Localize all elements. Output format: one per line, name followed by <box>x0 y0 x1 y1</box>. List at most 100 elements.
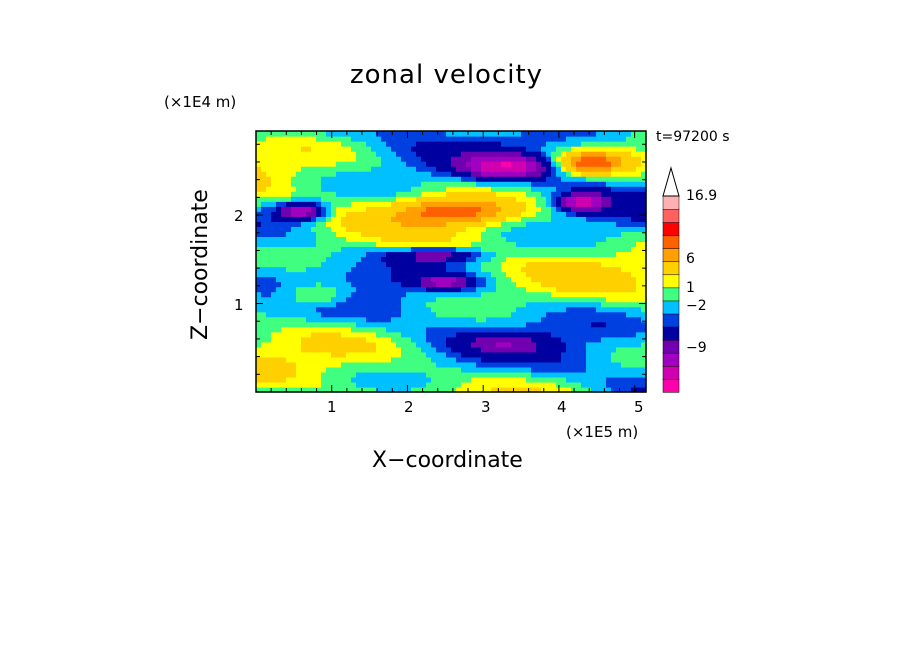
heatmap-cell <box>461 281 467 288</box>
heatmap-cell <box>481 306 487 313</box>
heatmap-cell <box>566 361 572 368</box>
heatmap-cell <box>616 291 622 298</box>
heatmap-cell <box>291 141 297 147</box>
heatmap-cell <box>486 341 492 348</box>
heatmap-cell <box>256 171 262 177</box>
heatmap-cell <box>441 306 447 313</box>
heatmap-cell <box>446 321 452 328</box>
heatmap-cell <box>396 286 402 293</box>
heatmap-cell <box>466 256 472 263</box>
heatmap-cell <box>481 156 487 162</box>
heatmap-cell <box>511 216 517 222</box>
heatmap-cell <box>321 236 327 243</box>
heatmap-cell <box>571 181 577 187</box>
heatmap-cell <box>446 346 452 353</box>
heatmap-cell <box>561 296 567 303</box>
heatmap-cell <box>336 366 342 373</box>
heatmap-cell <box>401 181 407 187</box>
heatmap-cell <box>621 351 627 358</box>
heatmap-cell <box>406 156 412 162</box>
heatmap-cell <box>376 351 382 358</box>
heatmap-cell <box>636 176 642 182</box>
heatmap-cell <box>311 216 317 222</box>
heatmap-cell <box>301 386 307 393</box>
heatmap-cell <box>431 241 437 248</box>
heatmap-cell <box>396 346 402 353</box>
heatmap-cell <box>291 181 297 187</box>
heatmap-cell <box>351 241 357 248</box>
heatmap-cell <box>286 281 292 288</box>
heatmap-cell <box>551 326 557 333</box>
heatmap-cell <box>546 316 552 323</box>
heatmap-cell <box>486 166 492 172</box>
heatmap-cell <box>466 286 472 293</box>
heatmap-cell <box>406 186 412 192</box>
heatmap-cell <box>426 216 432 222</box>
heatmap-cell <box>431 236 437 243</box>
heatmap-cell <box>521 351 527 358</box>
heatmap-cell <box>636 211 642 217</box>
heatmap-cell <box>331 226 337 232</box>
heatmap-cell <box>606 361 612 368</box>
heatmap-cell <box>526 156 532 162</box>
heatmap-cell <box>416 236 422 243</box>
heatmap-cell <box>556 336 562 343</box>
heatmap-cell <box>536 306 542 313</box>
heatmap-cell <box>626 351 632 358</box>
heatmap-cell <box>511 136 517 142</box>
heatmap-cell <box>291 216 297 222</box>
heatmap-cell <box>556 266 562 273</box>
heatmap-cell <box>551 246 557 253</box>
heatmap-cell <box>561 141 567 147</box>
heatmap-cell <box>516 181 522 187</box>
heatmap-cell <box>261 166 267 172</box>
heatmap-cell <box>611 261 617 268</box>
heatmap-cell <box>561 251 567 258</box>
heatmap-cell <box>471 146 477 152</box>
heatmap-cell <box>551 156 557 162</box>
heatmap-cell <box>356 371 362 378</box>
heatmap-cell <box>286 246 292 253</box>
heatmap-cell <box>376 301 382 308</box>
heatmap-cell <box>631 176 637 182</box>
heatmap-cell <box>511 161 517 167</box>
heatmap-cell <box>346 216 352 222</box>
heatmap-cell <box>321 366 327 373</box>
heatmap-cell <box>266 141 272 147</box>
chart-title: zonal velocity <box>350 60 544 90</box>
heatmap-cell <box>316 366 322 373</box>
heatmap-cell <box>476 356 482 363</box>
heatmap-cell <box>456 171 462 177</box>
heatmap-cell <box>296 161 302 167</box>
heatmap-cell <box>276 376 282 383</box>
heatmap-cell <box>476 281 482 288</box>
heatmap-cell <box>526 161 532 167</box>
heatmap-cell <box>586 341 592 348</box>
heatmap-cell <box>271 321 277 328</box>
heatmap-cell <box>441 296 447 303</box>
heatmap-cell <box>496 166 502 172</box>
heatmap-cell <box>446 306 452 313</box>
heatmap-cell <box>621 141 627 147</box>
heatmap-cell <box>376 196 382 202</box>
heatmap-cell <box>366 311 372 318</box>
heatmap-cell <box>256 381 262 388</box>
heatmap-cell <box>476 236 482 243</box>
heatmap-cell <box>321 221 327 227</box>
heatmap-cell <box>446 311 452 318</box>
heatmap-cell <box>406 376 412 383</box>
heatmap-cell <box>436 156 442 162</box>
heatmap-cell <box>626 291 632 298</box>
heatmap-cell <box>436 191 442 197</box>
heatmap-cell <box>631 306 637 313</box>
heatmap-cell <box>496 201 502 207</box>
heatmap-cell <box>471 371 477 378</box>
heatmap-cell <box>611 231 617 237</box>
heatmap-cell <box>561 356 567 363</box>
heatmap-cell <box>616 356 622 363</box>
heatmap-cell <box>371 156 377 162</box>
heatmap-cell <box>591 221 597 227</box>
heatmap-cell <box>356 171 362 177</box>
heatmap-cell <box>466 186 472 192</box>
heatmap-cell <box>581 276 587 283</box>
